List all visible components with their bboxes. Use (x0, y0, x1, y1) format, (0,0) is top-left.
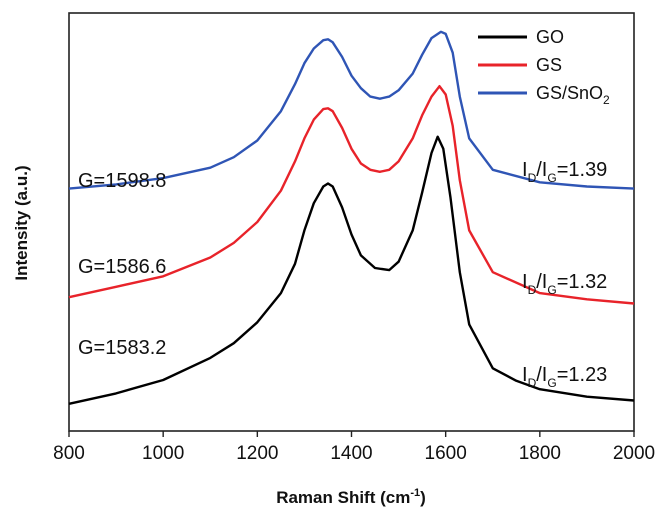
x-axis-title-main: Raman Shift (cm (276, 488, 410, 507)
series-line-gs-sno2 (68, 30, 635, 190)
x-tick-label: 1400 (330, 443, 372, 464)
annotation-ratio-go: ID/IG=1.23 (522, 364, 607, 390)
legend: GO GS GS/SnO2 (478, 27, 610, 107)
ratio-1-g: G (547, 283, 556, 297)
annotation-ratio-gs: ID/IG=1.32 (522, 271, 607, 297)
x-axis-ticks: 800 1000 1200 1400 1600 1800 2000 (53, 431, 655, 464)
series-line-gs (68, 84, 635, 305)
ratio-1-d: D (528, 283, 537, 297)
ratio-1-i: I (522, 271, 528, 293)
y-axis-title: Intensity (a.u.) (12, 165, 31, 280)
annotation-g-gs-sno2: G=1598.8 (78, 170, 166, 192)
legend-label-gs-sno2-sub: 2 (603, 93, 610, 107)
x-axis-title-sup: -1 (410, 487, 420, 499)
ratio-0-i: I (522, 159, 528, 181)
series-line-go (68, 135, 635, 405)
annotation-ratio-gs-sno2: ID/IG=1.39 (522, 159, 607, 185)
legend-label-gs-sno2: GS/SnO2 (536, 83, 610, 107)
x-axis-title: Raman Shift (cm-1) (276, 487, 426, 507)
ratio-1-val: =1.32 (557, 271, 608, 293)
x-tick-label: 1200 (236, 443, 278, 464)
annotation-g-go: G=1583.2 (78, 337, 166, 359)
ratio-2-i: I (522, 364, 528, 386)
ratio-0-g: G (547, 171, 556, 185)
x-tick-label: 1600 (425, 443, 467, 464)
x-tick-label: 1800 (519, 443, 561, 464)
ratio-0-val: =1.39 (557, 159, 608, 181)
ratio-2-d: D (528, 376, 537, 390)
x-tick-label: 2000 (613, 443, 655, 464)
legend-label-gs: GS (536, 55, 562, 75)
x-tick-label: 800 (53, 443, 85, 464)
ratio-2-val: =1.23 (557, 364, 608, 386)
legend-label-go: GO (536, 27, 564, 47)
annotation-g-gs: G=1586.6 (78, 256, 166, 278)
ratio-0-slash: /I (536, 159, 547, 181)
ratio-1-slash: /I (536, 271, 547, 293)
x-tick-label: 1000 (142, 443, 184, 464)
ratio-2-slash: /I (536, 364, 547, 386)
ratio-0-d: D (528, 171, 537, 185)
ratio-2-g: G (547, 376, 556, 390)
legend-label-gs-sno2-main: GS/SnO (536, 83, 603, 103)
series-layer (68, 30, 635, 405)
x-axis-title-close: ) (420, 488, 426, 507)
